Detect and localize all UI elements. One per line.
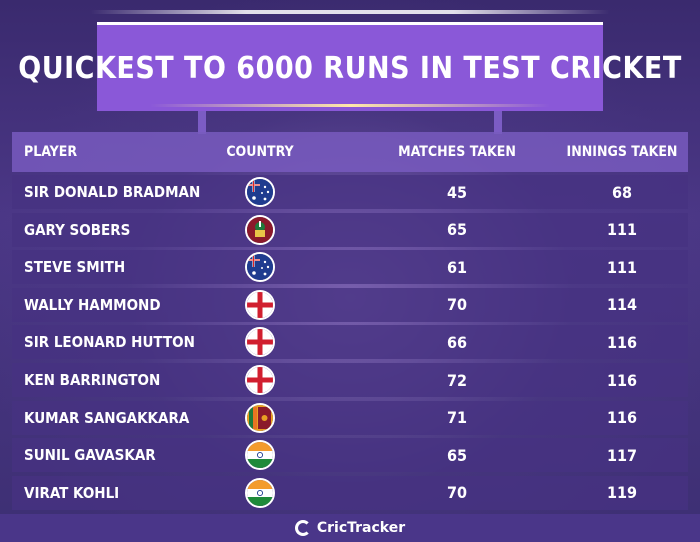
australia-flag-icon [245, 252, 275, 283]
header-innings-taken: INNINGS TAKEN [566, 144, 678, 160]
india-flag-icon [245, 477, 275, 508]
west-indies-flag-icon [245, 214, 275, 245]
brand-logo: CricTracker [294, 520, 406, 536]
table-row: SUNIL GAVASKAR 65 117 [12, 438, 688, 473]
matches-taken: 61 [446, 257, 468, 277]
country-cell [230, 401, 290, 435]
table-row: VIRAT KOHLI 70 119 [12, 475, 688, 510]
innings-taken: 116 [606, 408, 638, 428]
innings-taken: 68 [611, 182, 633, 202]
title-banner: QUICKEST TO 6000 RUNS IN TEST CRICKET [18, 22, 681, 111]
matches-taken: 66 [446, 332, 468, 352]
matches-taken: 71 [446, 408, 468, 428]
country-cell [230, 325, 290, 359]
banner-post-left [198, 100, 206, 134]
table-row: SIR LEONARD HUTTON 66 116 [12, 325, 688, 360]
player-name: SUNIL GAVASKAR [24, 446, 156, 465]
header-matches-taken: MATCHES TAKEN [398, 144, 516, 160]
stats-table: PLAYER COUNTRY MATCHES TAKEN INNINGS TAK… [12, 132, 688, 510]
player-name: SIR LEONARD HUTTON [24, 333, 195, 352]
player-name: SIR DONALD BRADMAN [24, 183, 201, 201]
crictracker-logo-icon [294, 520, 311, 536]
matches-taken: 45 [446, 182, 468, 202]
sri-lanka-flag-icon [245, 402, 275, 433]
england-flag-icon [245, 365, 275, 395]
table-row: KEN BARRINGTON 72 116 [12, 363, 688, 397]
england-flag-icon [245, 327, 275, 358]
innings-taken: 114 [606, 295, 638, 315]
table-header-row: PLAYER COUNTRY MATCHES TAKEN INNINGS TAK… [12, 132, 688, 172]
table-row: WALLY HAMMOND 70 114 [12, 287, 688, 322]
table-row: STEVE SMITH 61 111 [12, 250, 688, 285]
innings-taken: 111 [606, 257, 638, 277]
country-cell [230, 363, 290, 397]
table-row: GARY SOBERS 65 111 [12, 212, 688, 247]
innings-taken: 119 [606, 483, 638, 503]
title-underline [150, 104, 550, 107]
england-flag-icon [245, 289, 275, 320]
country-cell [230, 213, 290, 247]
country-cell [230, 250, 290, 284]
matches-taken: 65 [446, 445, 468, 465]
australia-flag-icon [245, 177, 275, 207]
banner-post-right [494, 100, 502, 134]
country-cell [230, 476, 290, 510]
matches-taken: 70 [446, 295, 468, 315]
header-player: PLAYER [24, 144, 78, 160]
matches-taken: 70 [446, 483, 468, 503]
table-row: SIR DONALD BRADMAN 45 68 [12, 175, 688, 209]
brand-name: CricTracker [316, 520, 406, 536]
india-flag-icon [245, 440, 275, 471]
top-decorative-line [90, 10, 610, 14]
player-name: KEN BARRINGTON [24, 371, 161, 389]
footer: CricTracker [0, 514, 700, 542]
innings-taken: 117 [606, 445, 638, 465]
country-cell [230, 438, 290, 472]
innings-taken: 116 [606, 370, 638, 390]
matches-taken: 72 [446, 370, 468, 390]
innings-taken: 111 [606, 220, 638, 240]
player-name: VIRAT KOHLI [24, 483, 120, 502]
player-name: STEVE SMITH [24, 258, 126, 277]
matches-taken: 65 [446, 220, 468, 240]
country-cell [230, 175, 290, 209]
country-cell [230, 288, 290, 322]
player-name: GARY SOBERS [24, 220, 131, 239]
header-country: COUNTRY [226, 144, 294, 160]
table-row: KUMAR SANGAKKARA 71 116 [12, 400, 688, 435]
player-name: WALLY HAMMOND [24, 295, 161, 314]
player-name: KUMAR SANGAKKARA [24, 408, 190, 427]
innings-taken: 116 [606, 332, 638, 352]
page-title: QUICKEST TO 6000 RUNS IN TEST CRICKET [18, 50, 682, 86]
